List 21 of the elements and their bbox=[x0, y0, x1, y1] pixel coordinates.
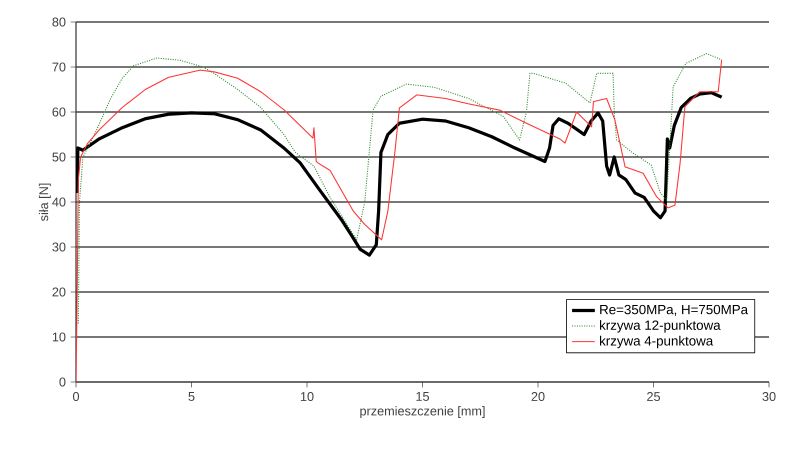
y-tick-label: 0 bbox=[59, 378, 66, 386]
x-tick-label: 20 bbox=[532, 392, 545, 402]
x-tick-label: 10 bbox=[300, 392, 314, 402]
x-tick-label: 0 bbox=[72, 392, 80, 402]
x-tick-label: 15 bbox=[416, 392, 430, 401]
x-tick-label: 25 bbox=[647, 392, 660, 402]
y-tick-label: 30 bbox=[52, 242, 66, 252]
legend-label: krzywa 12-punktowa bbox=[600, 320, 721, 333]
x-tick-label: 5 bbox=[188, 392, 195, 401]
y-tick-label: 20 bbox=[52, 288, 66, 296]
y-tick-label: 10 bbox=[52, 332, 66, 342]
y-tick-label: 70 bbox=[52, 62, 66, 72]
y-tick-label: 60 bbox=[52, 108, 66, 116]
y-tick-label: 40 bbox=[52, 198, 66, 206]
y-axis-title: siła [N] bbox=[38, 184, 51, 221]
x-axis-title: przemieszczenie [mm] bbox=[360, 406, 485, 418]
x-tick-label: 30 bbox=[762, 392, 776, 402]
y-tick-label: 80 bbox=[52, 18, 66, 26]
y-tick-label: 50 bbox=[52, 152, 66, 162]
legend-label: krzywa 4-punktowa bbox=[600, 336, 714, 348]
legend-label: Re=350MPa, H=750MPa bbox=[600, 304, 748, 316]
